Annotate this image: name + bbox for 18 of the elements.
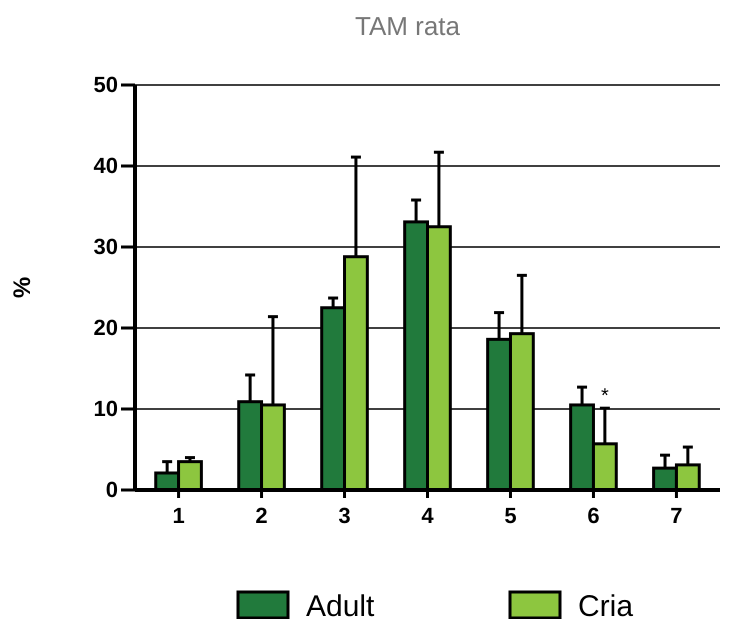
y-tick-label: 20 <box>94 315 118 340</box>
x-tick-label: 6 <box>587 503 600 528</box>
y-axis-title: % <box>9 276 36 298</box>
x-tick-label: 2 <box>255 503 268 528</box>
x-tick-label: 4 <box>421 503 434 528</box>
annotation: * <box>600 385 609 408</box>
y-tick-label: 40 <box>94 153 118 178</box>
y-tick-label: 30 <box>94 234 118 260</box>
x-tick-label: 5 <box>504 503 517 528</box>
y-tick-label: 0 <box>106 477 118 502</box>
x-tick-label: 1 <box>172 503 185 528</box>
chart-title: TAM rata <box>355 11 461 41</box>
legend-label: Cria <box>578 590 634 619</box>
legend-label: Adult <box>306 590 376 619</box>
x-tick-label: 7 <box>670 503 683 528</box>
y-tick-label: 10 <box>94 396 118 422</box>
x-tick-label: 3 <box>338 503 351 528</box>
y-tick-label: 50 <box>94 72 118 98</box>
